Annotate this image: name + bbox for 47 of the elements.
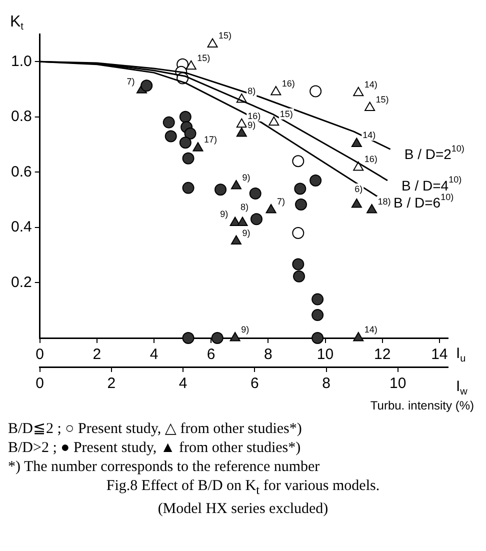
x-tick-label: 4 [150, 346, 158, 364]
y-tick-label: 0.2 [10, 274, 32, 291]
annotation: 8) [248, 86, 256, 96]
x2-tick-label: 10 [390, 375, 406, 392]
x-tick-label: 14 [431, 346, 448, 364]
x2-tick-label: 6 [250, 375, 259, 392]
annotation: 9) [242, 228, 250, 238]
text: Fig.8 Effect of B/D on K$_{t}$ for various models. [105, 477, 381, 499]
x2-tick-label: 0 [36, 375, 44, 392]
x-tick-label: 6 [206, 346, 216, 364]
y-tick-label: 0.4 [10, 218, 32, 236]
annotation: 7) [126, 76, 135, 87]
annotation: 7) [277, 196, 286, 207]
annotation: 8) [240, 202, 249, 212]
annotation: 15) [280, 108, 293, 119]
text: B/D>2 ; ● Present study, ▲ from other studies*) [8, 439, 302, 458]
x-tick-label: 0 [36, 346, 44, 364]
annotation: 17) [204, 134, 217, 145]
text: *) The number corresponds to the reference number [8, 458, 321, 477]
x2-tick-label: 2 [107, 375, 116, 392]
annotation: 15) [376, 94, 389, 104]
annotation: 16) [248, 110, 261, 121]
annotation: 9) [241, 324, 250, 334]
annotation: 14) [362, 130, 376, 140]
text: B/D≦2 ; ○ Present study, △ from other studies*) [8, 420, 303, 439]
x-tick-label: 10 [316, 346, 334, 364]
annotation: 6) [354, 184, 363, 194]
y-tick-label: 0.8 [10, 108, 32, 126]
y-tick-label: 1.0 [10, 52, 32, 70]
annotation: 9) [242, 172, 250, 182]
y-tick-label: 0.6 [10, 163, 32, 180]
annotation: 14) [364, 79, 378, 90]
x2-tick-label: 4 [178, 375, 188, 392]
x-tick-label: 12 [374, 346, 391, 364]
annotation: 9) [248, 120, 256, 130]
annotation: 16) [364, 154, 378, 164]
annotation: 16) [282, 78, 295, 89]
annotation: 14) [364, 324, 378, 334]
x2-tick-label: 8 [322, 375, 330, 392]
annotation: 18) [378, 196, 391, 207]
x-tick-label: 2 [92, 346, 102, 364]
annotation: 15) [197, 52, 210, 63]
annotation: 15) [218, 30, 232, 41]
text: Turbu. intensity (%) [370, 398, 474, 412]
x-tick-label: 8 [264, 346, 272, 364]
text: (Model HX series excluded) [156, 500, 330, 519]
annotation: 9) [220, 209, 228, 220]
